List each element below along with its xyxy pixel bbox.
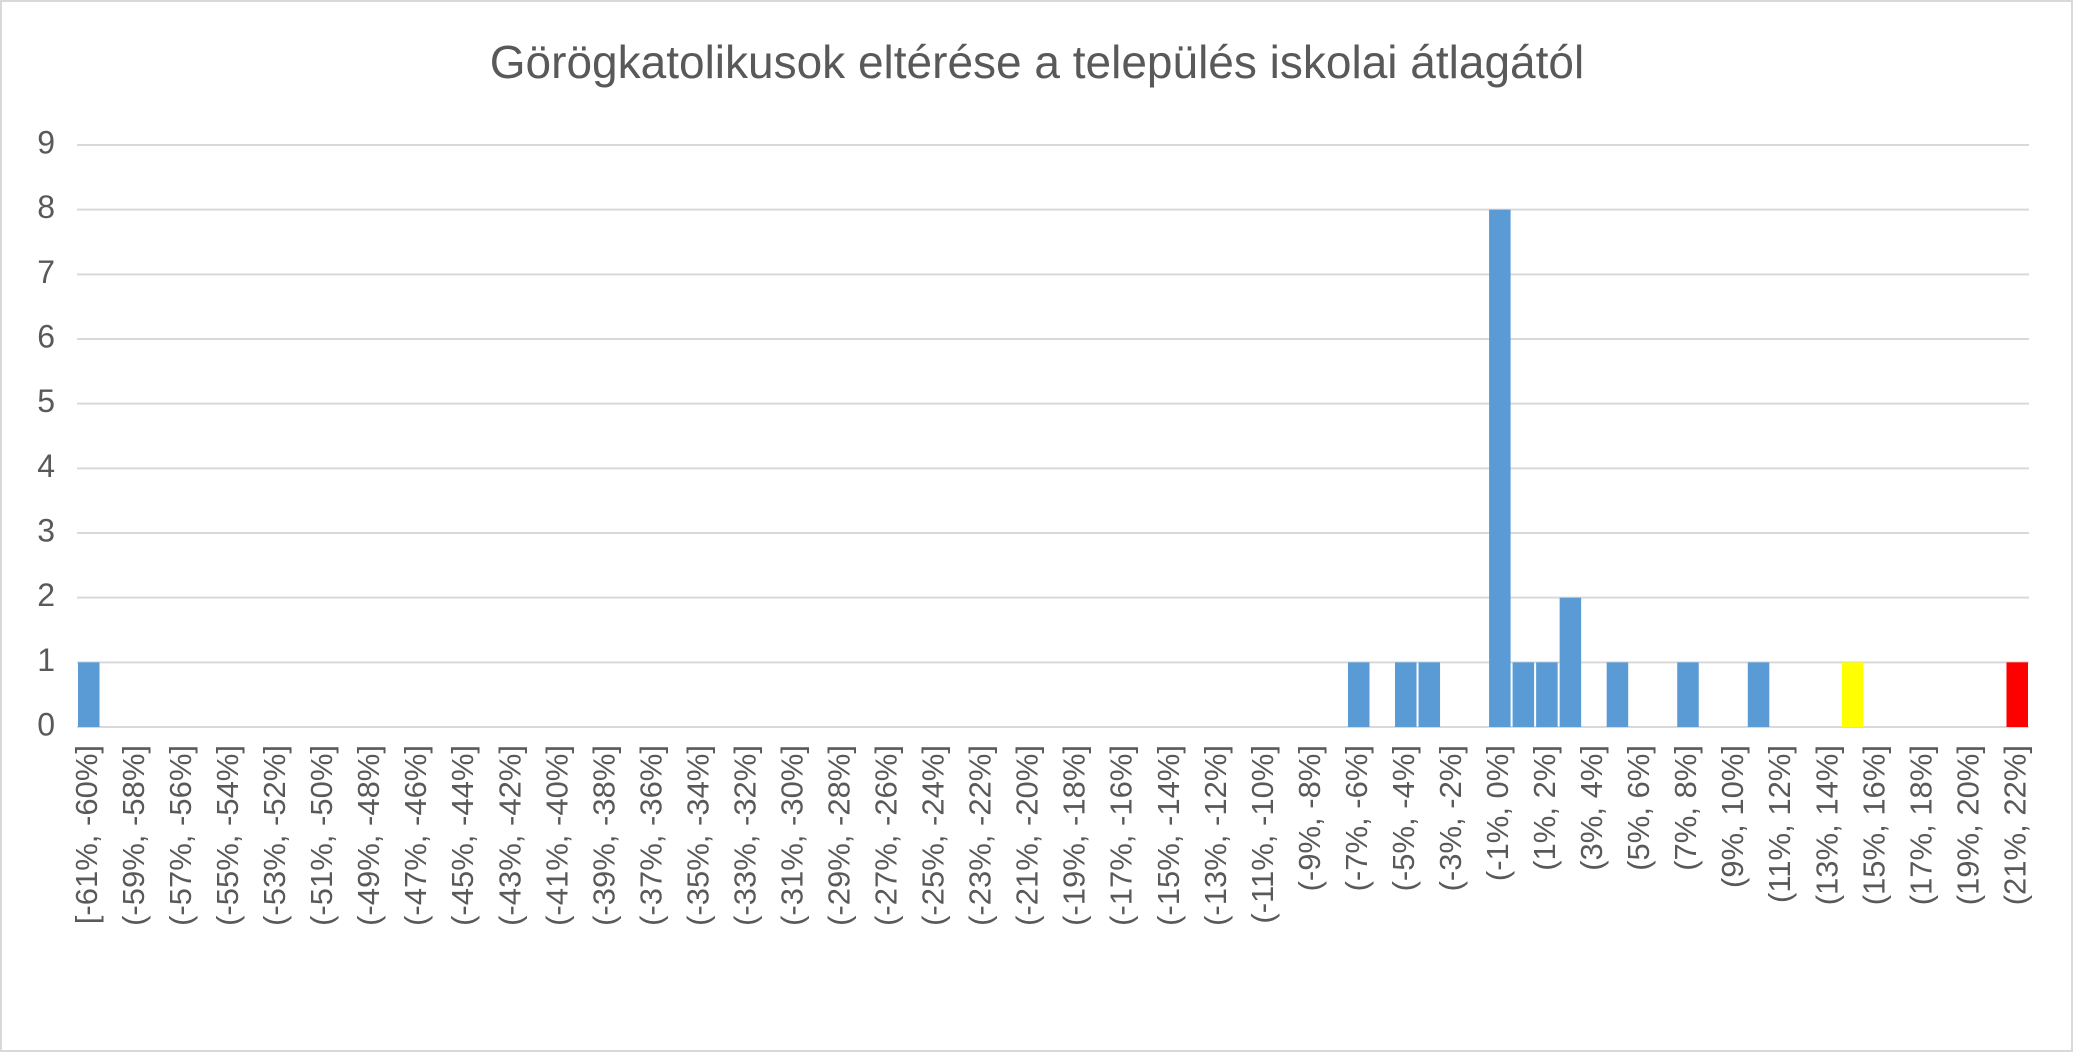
x-tick-label: (-33%, -32%] (727, 745, 762, 926)
bar (1347, 662, 1370, 727)
y-tick-label: 1 (37, 642, 55, 678)
x-tick-label: (-31%, -30%] (774, 745, 809, 926)
x-tick-label: (-19%, -18%] (1057, 745, 1092, 926)
x-tick-label: (3%, 4%] (1574, 745, 1609, 871)
x-tick-label: (-9%, -8%] (1292, 745, 1327, 891)
x-tick-label: (-47%, -46%] (398, 745, 433, 926)
bar (1677, 662, 1699, 727)
x-tick-label: (-53%, -52%] (257, 745, 292, 926)
x-tick-label: (-59%, -58%] (116, 745, 151, 926)
x-tick-label: (17%, 18%] (1903, 745, 1938, 905)
x-tick-label: (-7%, -6%] (1339, 745, 1374, 891)
x-tick-label: (-41%, -40%] (539, 745, 574, 926)
y-tick-label: 8 (37, 189, 55, 225)
bar (1418, 662, 1441, 727)
x-tick-label: (-27%, -26%] (869, 745, 904, 926)
bar (78, 662, 100, 727)
x-tick-label: (-3%, -2%] (1433, 745, 1468, 891)
x-tick-label: [-61%, -60%] (69, 745, 104, 924)
x-tick-label: (19%, 20%] (1950, 745, 1985, 905)
x-tick-label: (-43%, -42%] (492, 745, 527, 926)
x-tick-label: (21%, 22%] (1997, 745, 2032, 905)
y-tick-label: 5 (37, 383, 55, 419)
x-tick-label: (-25%, -24%] (916, 745, 951, 926)
bar (1606, 662, 1629, 727)
x-tick-label: (-51%, -50%] (304, 745, 339, 926)
x-tick-label: (-29%, -28%] (822, 745, 857, 926)
y-tick-label: 7 (37, 254, 55, 290)
x-tick-label: (-11%, -10%] (1245, 745, 1280, 924)
x-tick-label: (1%, 2%] (1527, 745, 1562, 871)
x-tick-label: (-5%, -4%] (1386, 745, 1421, 891)
x-tick-label: (-55%, -54%] (210, 745, 245, 926)
bar (1536, 662, 1558, 727)
x-tick-label: (-21%, -20%] (1010, 745, 1045, 926)
x-tick-label: (-57%, -56%] (163, 745, 198, 926)
x-tick-label: (5%, 6%] (1621, 745, 1656, 871)
x-tick-label: (-23%, -22%] (963, 745, 998, 926)
x-tick-label: (-13%, -12%] (1198, 745, 1233, 926)
bar (1395, 662, 1417, 727)
x-tick-label: (-35%, -34%] (680, 745, 715, 926)
x-tick-label: (15%, 16%] (1856, 745, 1891, 905)
x-tick-label: (-15%, -14%] (1151, 745, 1186, 926)
x-tick-label: (-17%, -16%] (1104, 745, 1139, 926)
x-tick-label: (9%, 10%] (1715, 745, 1750, 888)
y-tick-label: 0 (37, 706, 55, 742)
chart-title: Görögkatolikusok eltérése a település is… (490, 36, 1584, 88)
x-tick-label: (13%, 14%] (1809, 745, 1844, 905)
bar (1747, 662, 1770, 727)
x-tick-label: (-39%, -38%] (586, 745, 621, 926)
bar (1841, 662, 1864, 727)
x-tick-label: (-37%, -36%] (633, 745, 668, 926)
y-tick-label: 9 (37, 124, 55, 160)
x-tick-label: (-49%, -48%] (351, 745, 386, 926)
x-tick-label: (7%, 8%] (1668, 745, 1703, 871)
y-tick-label: 2 (37, 577, 55, 613)
y-tick-label: 6 (37, 318, 55, 354)
x-tick-label: (-45%, -44%] (445, 745, 480, 926)
bar (1512, 662, 1535, 727)
x-tick-label: (-1%, 0%] (1480, 745, 1515, 881)
bar (2006, 662, 2028, 727)
x-tick-label: (11%, 12%] (1762, 745, 1797, 903)
bar (1559, 597, 1582, 727)
y-tick-label: 3 (37, 512, 55, 548)
y-tick-label: 4 (37, 448, 55, 484)
bar (1489, 209, 1511, 727)
